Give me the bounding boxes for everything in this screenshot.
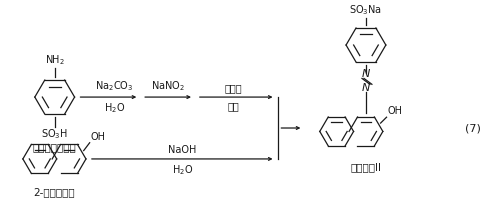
Text: NaOH: NaOH [167, 145, 196, 155]
Text: OH: OH [387, 106, 402, 116]
Text: N: N [361, 83, 369, 93]
Text: オレンジII: オレンジII [350, 162, 380, 172]
Text: H$_2$O: H$_2$O [171, 163, 193, 177]
Text: N: N [361, 70, 369, 80]
Text: SO$_3$H: SO$_3$H [41, 127, 68, 141]
Text: NH$_2$: NH$_2$ [45, 53, 64, 67]
Text: 2-ナフトール: 2-ナフトール [33, 187, 75, 197]
Text: SO$_3$Na: SO$_3$Na [348, 3, 382, 17]
Text: (7): (7) [465, 123, 480, 133]
Text: 冷却: 冷却 [227, 101, 239, 111]
Text: Na$_2$CO$_3$: Na$_2$CO$_3$ [95, 79, 133, 93]
Text: H$_2$O: H$_2$O [104, 101, 125, 115]
Text: スルファニル酸: スルファニル酸 [33, 142, 76, 152]
Text: 濃塩酸: 濃塩酸 [225, 83, 242, 93]
Text: OH: OH [91, 132, 106, 142]
Text: NaNO$_2$: NaNO$_2$ [151, 79, 184, 93]
